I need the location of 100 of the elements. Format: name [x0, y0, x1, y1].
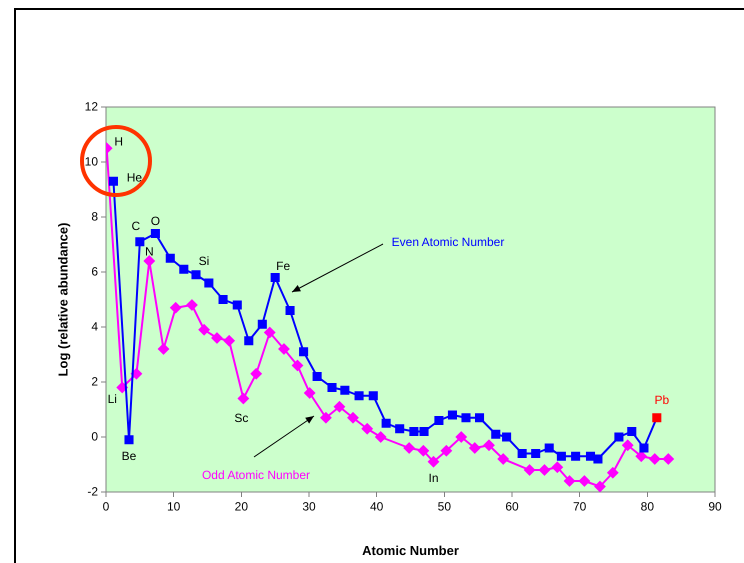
point	[395, 424, 404, 434]
point	[198, 324, 210, 336]
point	[518, 448, 527, 458]
point	[627, 426, 636, 436]
point	[312, 372, 322, 382]
point	[552, 462, 563, 473]
point	[586, 452, 596, 461]
point	[158, 344, 170, 354]
point	[593, 454, 602, 464]
annotation: He	[126, 170, 142, 185]
point	[491, 430, 500, 439]
point	[461, 413, 471, 422]
point	[334, 401, 345, 412]
point	[538, 464, 550, 476]
y-tick-label: 2	[91, 374, 98, 388]
point	[340, 386, 350, 395]
annotation: Fe	[276, 258, 290, 273]
x-tick-label: 60	[505, 500, 519, 514]
annotation: Li	[108, 392, 117, 406]
point	[594, 481, 606, 492]
y-tick-label: 10	[84, 154, 98, 168]
point	[144, 256, 155, 266]
point	[116, 382, 128, 393]
point	[428, 456, 440, 468]
point	[614, 432, 624, 442]
point	[204, 278, 214, 288]
point	[636, 450, 647, 462]
point	[434, 416, 444, 426]
point	[409, 426, 418, 436]
annotation: Sc	[234, 410, 248, 425]
point	[368, 391, 378, 400]
text: Even Atomic Number	[392, 235, 504, 249]
point	[250, 368, 262, 380]
point	[456, 432, 467, 442]
point	[278, 344, 290, 354]
point	[218, 294, 228, 304]
x-tick-label: 10	[166, 500, 181, 514]
point	[531, 448, 540, 458]
y-tick-label: 4	[91, 319, 98, 334]
point	[382, 418, 391, 428]
x-tick-label: 40	[370, 500, 384, 514]
x-tick-label: 20	[234, 500, 248, 514]
annotation: In	[428, 471, 439, 486]
point	[483, 440, 494, 451]
point	[622, 440, 634, 451]
point	[440, 445, 452, 456]
y-tick-label: 8	[91, 209, 98, 224]
point	[108, 176, 118, 186]
point	[354, 391, 364, 400]
y-tick-label: -2	[87, 484, 98, 498]
point	[420, 426, 429, 436]
point	[224, 335, 235, 346]
point	[578, 476, 590, 486]
x-tick-label: 70	[572, 500, 587, 514]
point	[191, 270, 201, 280]
point	[502, 432, 512, 442]
text: Odd Atomic Number	[202, 468, 310, 482]
point	[662, 454, 674, 464]
point	[186, 300, 198, 310]
point	[124, 435, 134, 444]
y-tick-label: 12	[84, 99, 98, 114]
point	[270, 272, 280, 282]
y-axis-title: Log (relative abundance)	[55, 222, 70, 376]
point	[258, 320, 267, 329]
point	[244, 336, 254, 346]
point	[418, 445, 429, 456]
point	[347, 412, 358, 424]
annotation: Pb	[654, 393, 670, 408]
y-tick-label: 0	[91, 429, 98, 444]
point	[564, 476, 576, 486]
point	[524, 464, 536, 476]
point	[404, 442, 415, 454]
point	[474, 413, 484, 422]
point	[320, 412, 332, 424]
y-tick-label: 6	[91, 264, 98, 278]
point	[166, 254, 175, 263]
point	[652, 413, 662, 422]
annotation: Be	[122, 449, 137, 464]
point	[232, 300, 242, 310]
point	[498, 454, 509, 464]
x-tick-label: 0	[102, 500, 110, 514]
annotation: H	[114, 134, 124, 149]
point	[607, 467, 618, 478]
point	[238, 393, 249, 404]
point	[292, 360, 303, 371]
point	[170, 302, 182, 314]
point	[649, 454, 660, 464]
annotation: Si	[198, 254, 210, 268]
point	[571, 452, 580, 461]
x-tick-label: 90	[708, 500, 722, 514]
annotation: N	[144, 244, 154, 258]
x-tick-label: 80	[640, 500, 654, 514]
annotation: O	[150, 214, 160, 228]
point	[448, 410, 457, 420]
x-tick-label: 30	[302, 500, 316, 514]
point	[304, 388, 316, 398]
point	[211, 332, 222, 344]
point	[130, 368, 142, 380]
point	[264, 327, 276, 338]
point	[327, 382, 337, 392]
